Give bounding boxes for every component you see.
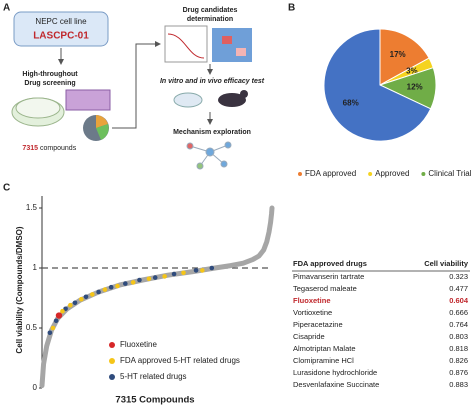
y-tick-label: 0 xyxy=(33,383,38,392)
legend-swatch xyxy=(109,374,115,380)
step-label: High-throughout xyxy=(22,71,78,78)
viability: 0.764 xyxy=(449,320,468,329)
step-label: Drug screening xyxy=(24,80,75,87)
drug-point xyxy=(152,275,158,280)
viability: 0.876 xyxy=(449,368,468,377)
drug-point xyxy=(193,268,199,273)
table-header: FDA approved drugs xyxy=(293,259,367,268)
panel-label: A xyxy=(3,3,10,14)
legend-label: Fluoxetine xyxy=(120,340,157,349)
step-label: In vitro and in vivo efficacy test xyxy=(160,78,265,85)
legend-swatch xyxy=(368,172,373,176)
x-axis-label: 7315 Compounds xyxy=(115,395,194,406)
panel-label: B xyxy=(288,3,295,14)
viability: 0.826 xyxy=(449,356,468,365)
drug-table: FDA approved drugs Cell viability Pimava… xyxy=(292,259,470,389)
slice-label: 17% xyxy=(390,50,406,59)
viability: 0.477 xyxy=(449,284,468,293)
viability: 0.818 xyxy=(449,344,468,353)
legend-swatch xyxy=(109,358,115,364)
library-icon xyxy=(65,89,111,111)
drug-point xyxy=(60,308,65,314)
panel-label: C xyxy=(3,183,10,194)
drug-point xyxy=(67,302,73,308)
drug-point xyxy=(72,300,78,306)
compound-word: compounds xyxy=(40,145,77,152)
step-label: Drug candidates xyxy=(183,7,238,14)
drug-name: Piperacetazine xyxy=(293,320,343,329)
drug-name: Almotriptan Malate xyxy=(293,344,356,353)
drug-name: Desvenlafaxine Succinate xyxy=(293,380,379,389)
drug-point xyxy=(200,268,205,273)
drug-point xyxy=(53,318,59,324)
drug-name: Tegaserod maleate xyxy=(293,284,357,293)
drug-point xyxy=(47,330,53,336)
drug-point xyxy=(209,265,215,271)
drug-point xyxy=(130,280,136,285)
table-header: Cell viability xyxy=(424,259,469,268)
drug-name: Cisapride xyxy=(293,332,325,341)
slice-label: 12% xyxy=(407,82,423,91)
step-label: determination xyxy=(187,16,233,23)
slice-label: 3% xyxy=(406,66,418,75)
network-icon xyxy=(186,141,232,170)
step-label: Mechanism exploration xyxy=(173,129,251,136)
viability: 0.803 xyxy=(449,332,468,341)
drug-point xyxy=(108,284,114,290)
drug-point xyxy=(63,306,68,312)
viability: 0.323 xyxy=(449,272,468,281)
drug-point xyxy=(115,283,120,289)
drug-point xyxy=(102,287,108,292)
y-tick-label: 0.5 xyxy=(26,323,38,332)
legend-label: FDA approved xyxy=(305,169,356,178)
plate-icon xyxy=(15,97,61,119)
heatmap-icon xyxy=(212,28,252,62)
drug-point xyxy=(171,271,177,277)
legend-label: 5-HT related drugs xyxy=(120,372,187,381)
drug-point xyxy=(55,312,63,319)
drug-point xyxy=(50,325,56,331)
legend-label: Clinical Trial xyxy=(428,169,471,178)
drug-name: Lurasidone hydrochloride xyxy=(293,368,377,377)
legend-swatch xyxy=(109,342,115,348)
drug-name: Clomipramine HCl xyxy=(293,356,354,365)
cell-line: LASCPC-01 xyxy=(33,31,89,42)
slice-label: 68% xyxy=(343,99,359,108)
drug-point xyxy=(181,270,186,276)
drug-point xyxy=(123,281,128,286)
pie-slice xyxy=(323,28,432,142)
drug-name: Vortioxetine xyxy=(293,308,332,317)
drug-name: Fluoxetine xyxy=(293,296,331,305)
curve-icon xyxy=(164,25,208,63)
drug-point xyxy=(90,292,95,297)
compound-count: 7315 xyxy=(22,145,38,152)
viability: 0.883 xyxy=(449,380,468,389)
drug-point xyxy=(79,296,84,302)
viability: 0.604 xyxy=(449,296,469,305)
drug-point xyxy=(96,289,101,295)
legend-label: Approved xyxy=(375,169,409,178)
drug-point xyxy=(162,274,167,279)
drug-name: Pimavanserin tartrate xyxy=(293,272,364,281)
legend-swatch xyxy=(421,172,426,176)
drug-point xyxy=(83,294,89,300)
pie-slice xyxy=(379,28,430,86)
cell-line-title: NEPC cell line xyxy=(35,17,87,26)
legend-label: FDA approved 5-HT related drugs xyxy=(120,356,240,365)
viability: 0.666 xyxy=(449,308,468,317)
y-axis-label: Cell viability (Compounds/DMSO) xyxy=(15,226,24,353)
dish-icon xyxy=(173,92,203,108)
mouse-icon xyxy=(218,93,246,107)
y-tick-label: 1.5 xyxy=(26,203,38,212)
drug-point xyxy=(137,277,142,283)
cell-line-box xyxy=(13,11,109,47)
y-tick-label: 1 xyxy=(33,263,38,272)
legend-swatch xyxy=(298,172,302,176)
workflow-diagram: NEPC cell line LASCPC-01 High-throughout… xyxy=(11,7,265,170)
drug-point xyxy=(146,276,152,282)
